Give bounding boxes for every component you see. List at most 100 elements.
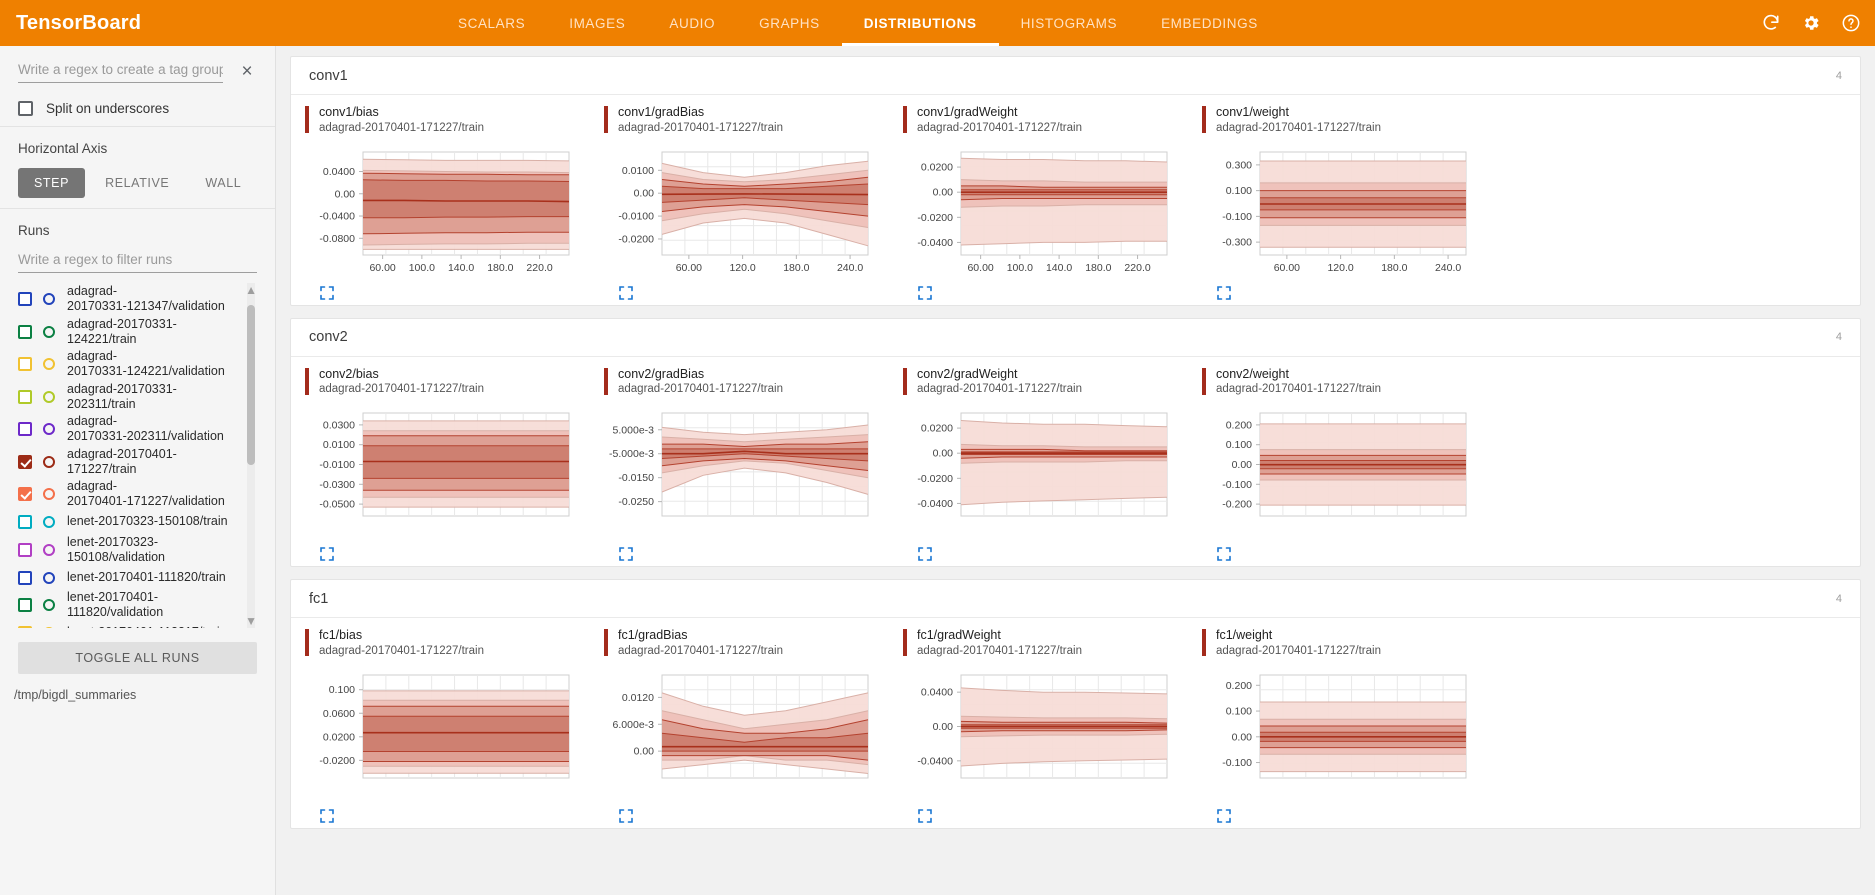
expand-chart-icon[interactable]: [618, 285, 634, 301]
tag-regex-input[interactable]: [18, 60, 223, 83]
horizontal-axis-wall[interactable]: WALL: [205, 176, 242, 190]
expand-chart-icon[interactable]: [319, 546, 335, 562]
distribution-plot[interactable]: 0.0400 0.00 -0.0400: [903, 667, 1188, 802]
chart-card-row: fc1/bias adagrad-20170401-171227/train 0.1…: [291, 618, 1860, 828]
run-color-bar: [1202, 106, 1206, 133]
horizontal-axis-section: Horizontal Axis STEP RELATIVE WALL: [0, 127, 275, 208]
svg-text:-0.100: -0.100: [1222, 479, 1252, 491]
tag-group-header[interactable]: conv1 4: [291, 57, 1860, 95]
run-color-swatch[interactable]: [43, 543, 55, 556]
run-checkbox[interactable]: [18, 626, 32, 628]
run-color-swatch[interactable]: [43, 390, 55, 403]
distribution-plot[interactable]: 0.300 0.100 -0.100 -0.300 60.00 120.0 180.0 240…: [1202, 144, 1487, 279]
run-item[interactable]: lenet-20170401-111820/train: [18, 566, 239, 589]
run-checkbox[interactable]: [18, 389, 32, 404]
close-icon[interactable]: ×: [241, 61, 253, 82]
run-label: adagrad- 20170331-124221/validation: [67, 349, 225, 379]
tag-group-header[interactable]: conv2 4: [291, 319, 1860, 357]
tab-audio[interactable]: AUDIO: [669, 15, 716, 31]
run-item[interactable]: lenet-20170401-112317/train: [18, 622, 239, 628]
tag-group-header[interactable]: fc1 4: [291, 580, 1860, 619]
refresh-icon[interactable]: [1761, 13, 1781, 33]
run-item[interactable]: adagrad-20170331-124221/train: [18, 316, 239, 349]
run-color-swatch[interactable]: [43, 358, 55, 371]
distribution-plot[interactable]: 0.0300 0.0100 -0.0100 -0.0300 -0.0500: [305, 405, 590, 540]
split-on-underscores-checkbox[interactable]: [18, 101, 33, 116]
expand-chart-icon[interactable]: [917, 808, 933, 824]
expand-chart-icon[interactable]: [618, 546, 634, 562]
tab-embeddings[interactable]: EMBEDDINGS: [1161, 15, 1258, 31]
help-question-icon[interactable]: [1841, 13, 1861, 33]
run-color-swatch[interactable]: [43, 571, 55, 584]
expand-chart-icon[interactable]: [917, 285, 933, 301]
chart-tag-name: conv2/weight: [1216, 366, 1289, 381]
chart-card-titles: conv1/weight adagrad-20170401-171227/trai…: [1216, 105, 1381, 136]
tab-graphs[interactable]: GRAPHS: [759, 15, 820, 31]
run-checkbox[interactable]: [18, 454, 32, 469]
distribution-plot[interactable]: 0.200 0.100 0.00 -0.100: [1202, 667, 1487, 802]
run-checkbox[interactable]: [18, 422, 32, 437]
distribution-plot[interactable]: 0.200 0.100 0.00 -0.100 -0.200: [1202, 405, 1487, 540]
expand-chart-icon[interactable]: [1216, 546, 1232, 562]
run-color-swatch[interactable]: [43, 599, 55, 612]
distribution-plot[interactable]: 5.000e-3 -5.000e-3 -0.0150 -0.0250: [604, 405, 889, 540]
chart-card-title-row: fc1/gradBias adagrad-20170401-171227/trai…: [604, 628, 889, 659]
run-item[interactable]: adagrad-20170401-171227/train: [18, 446, 239, 479]
distribution-plot[interactable]: 0.0400 0.00 -0.0400 -0.0800 60.00 100.0 140.0 1…: [305, 144, 590, 279]
run-item[interactable]: adagrad- 20170331-202311/validation: [18, 413, 239, 446]
distribution-plot[interactable]: 0.0200 0.00 -0.0200 -0.0400 60.00 100.0 140.0 1…: [903, 144, 1188, 279]
distribution-plot[interactable]: 0.0200 0.00 -0.0200 -0.0400: [903, 405, 1188, 540]
runs-list[interactable]: adagrad- 20170331-121347/validation adagr…: [18, 283, 257, 628]
svg-text:0.100: 0.100: [1226, 185, 1252, 197]
svg-text:0.100: 0.100: [329, 684, 355, 696]
distribution-plot[interactable]: 0.0100 0.00 -0.0100 -0.0200 60.00 120.0 180.0 2…: [604, 144, 889, 279]
run-checkbox[interactable]: [18, 357, 32, 372]
tab-scalars[interactable]: SCALARS: [458, 15, 526, 31]
run-item[interactable]: adagrad- 20170331-121347/validation: [18, 283, 239, 316]
run-checkbox[interactable]: [18, 515, 32, 529]
expand-chart-icon[interactable]: [1216, 285, 1232, 301]
run-checkbox[interactable]: [18, 487, 32, 502]
expand-chart-icon[interactable]: [1216, 808, 1232, 824]
run-color-swatch[interactable]: [43, 325, 55, 338]
run-item[interactable]: lenet-20170323-150108/train: [18, 511, 239, 534]
runs-filter-input[interactable]: [18, 250, 257, 273]
settings-gear-icon[interactable]: [1801, 13, 1821, 33]
run-checkbox[interactable]: [18, 324, 32, 339]
run-checkbox[interactable]: [18, 542, 32, 557]
tab-histograms[interactable]: HISTOGRAMS: [1020, 15, 1118, 31]
run-color-swatch[interactable]: [43, 293, 55, 306]
run-item[interactable]: adagrad- 20170401-171227/validation: [18, 478, 239, 511]
horizontal-axis-relative[interactable]: RELATIVE: [105, 176, 170, 190]
svg-text:0.00: 0.00: [634, 745, 655, 757]
run-item[interactable]: lenet-20170323-150108/validation: [18, 534, 239, 567]
distribution-plot[interactable]: 0.100 0.0600 0.0200 -0.0200: [305, 667, 590, 802]
tab-distributions[interactable]: DISTRIBUTIONS: [841, 0, 999, 46]
runs-scrollbar-thumb[interactable]: [247, 305, 255, 465]
horizontal-axis-step[interactable]: STEP: [18, 168, 86, 198]
run-item[interactable]: adagrad-20170331-202311/train: [18, 381, 239, 414]
distribution-plot[interactable]: 0.0120 6.000e-3 0.00: [604, 667, 889, 802]
svg-text:-0.200: -0.200: [1222, 499, 1252, 511]
run-color-swatch[interactable]: [43, 516, 55, 528]
split-on-underscores-row[interactable]: Split on underscores: [18, 101, 257, 116]
expand-chart-icon[interactable]: [319, 808, 335, 824]
run-item[interactable]: lenet-20170401-111820/validation: [18, 589, 239, 622]
expand-chart-icon[interactable]: [917, 546, 933, 562]
toggle-all-runs-button[interactable]: TOGGLE ALL RUNS: [18, 642, 257, 674]
tab-images[interactable]: IMAGES: [569, 15, 626, 31]
expand-chart-icon[interactable]: [618, 808, 634, 824]
run-checkbox[interactable]: [18, 570, 32, 585]
chevron-up-icon[interactable]: ▲: [245, 283, 257, 297]
run-color-swatch[interactable]: [43, 627, 55, 628]
run-color-swatch[interactable]: [43, 455, 55, 468]
run-item[interactable]: adagrad- 20170331-124221/validation: [18, 348, 239, 381]
expand-chart-icon[interactable]: [319, 285, 335, 301]
tag-group-conv2: conv2 4 conv2/bias adagrad-20170401-171227/…: [290, 317, 1861, 568]
run-color-swatch[interactable]: [43, 423, 55, 436]
run-checkbox[interactable]: [18, 292, 32, 307]
run-checkbox[interactable]: [18, 598, 32, 613]
chart-run-name: adagrad-20170401-171227/train: [917, 383, 1082, 396]
chevron-down-icon[interactable]: ▼: [245, 614, 257, 628]
run-color-swatch[interactable]: [43, 488, 55, 501]
